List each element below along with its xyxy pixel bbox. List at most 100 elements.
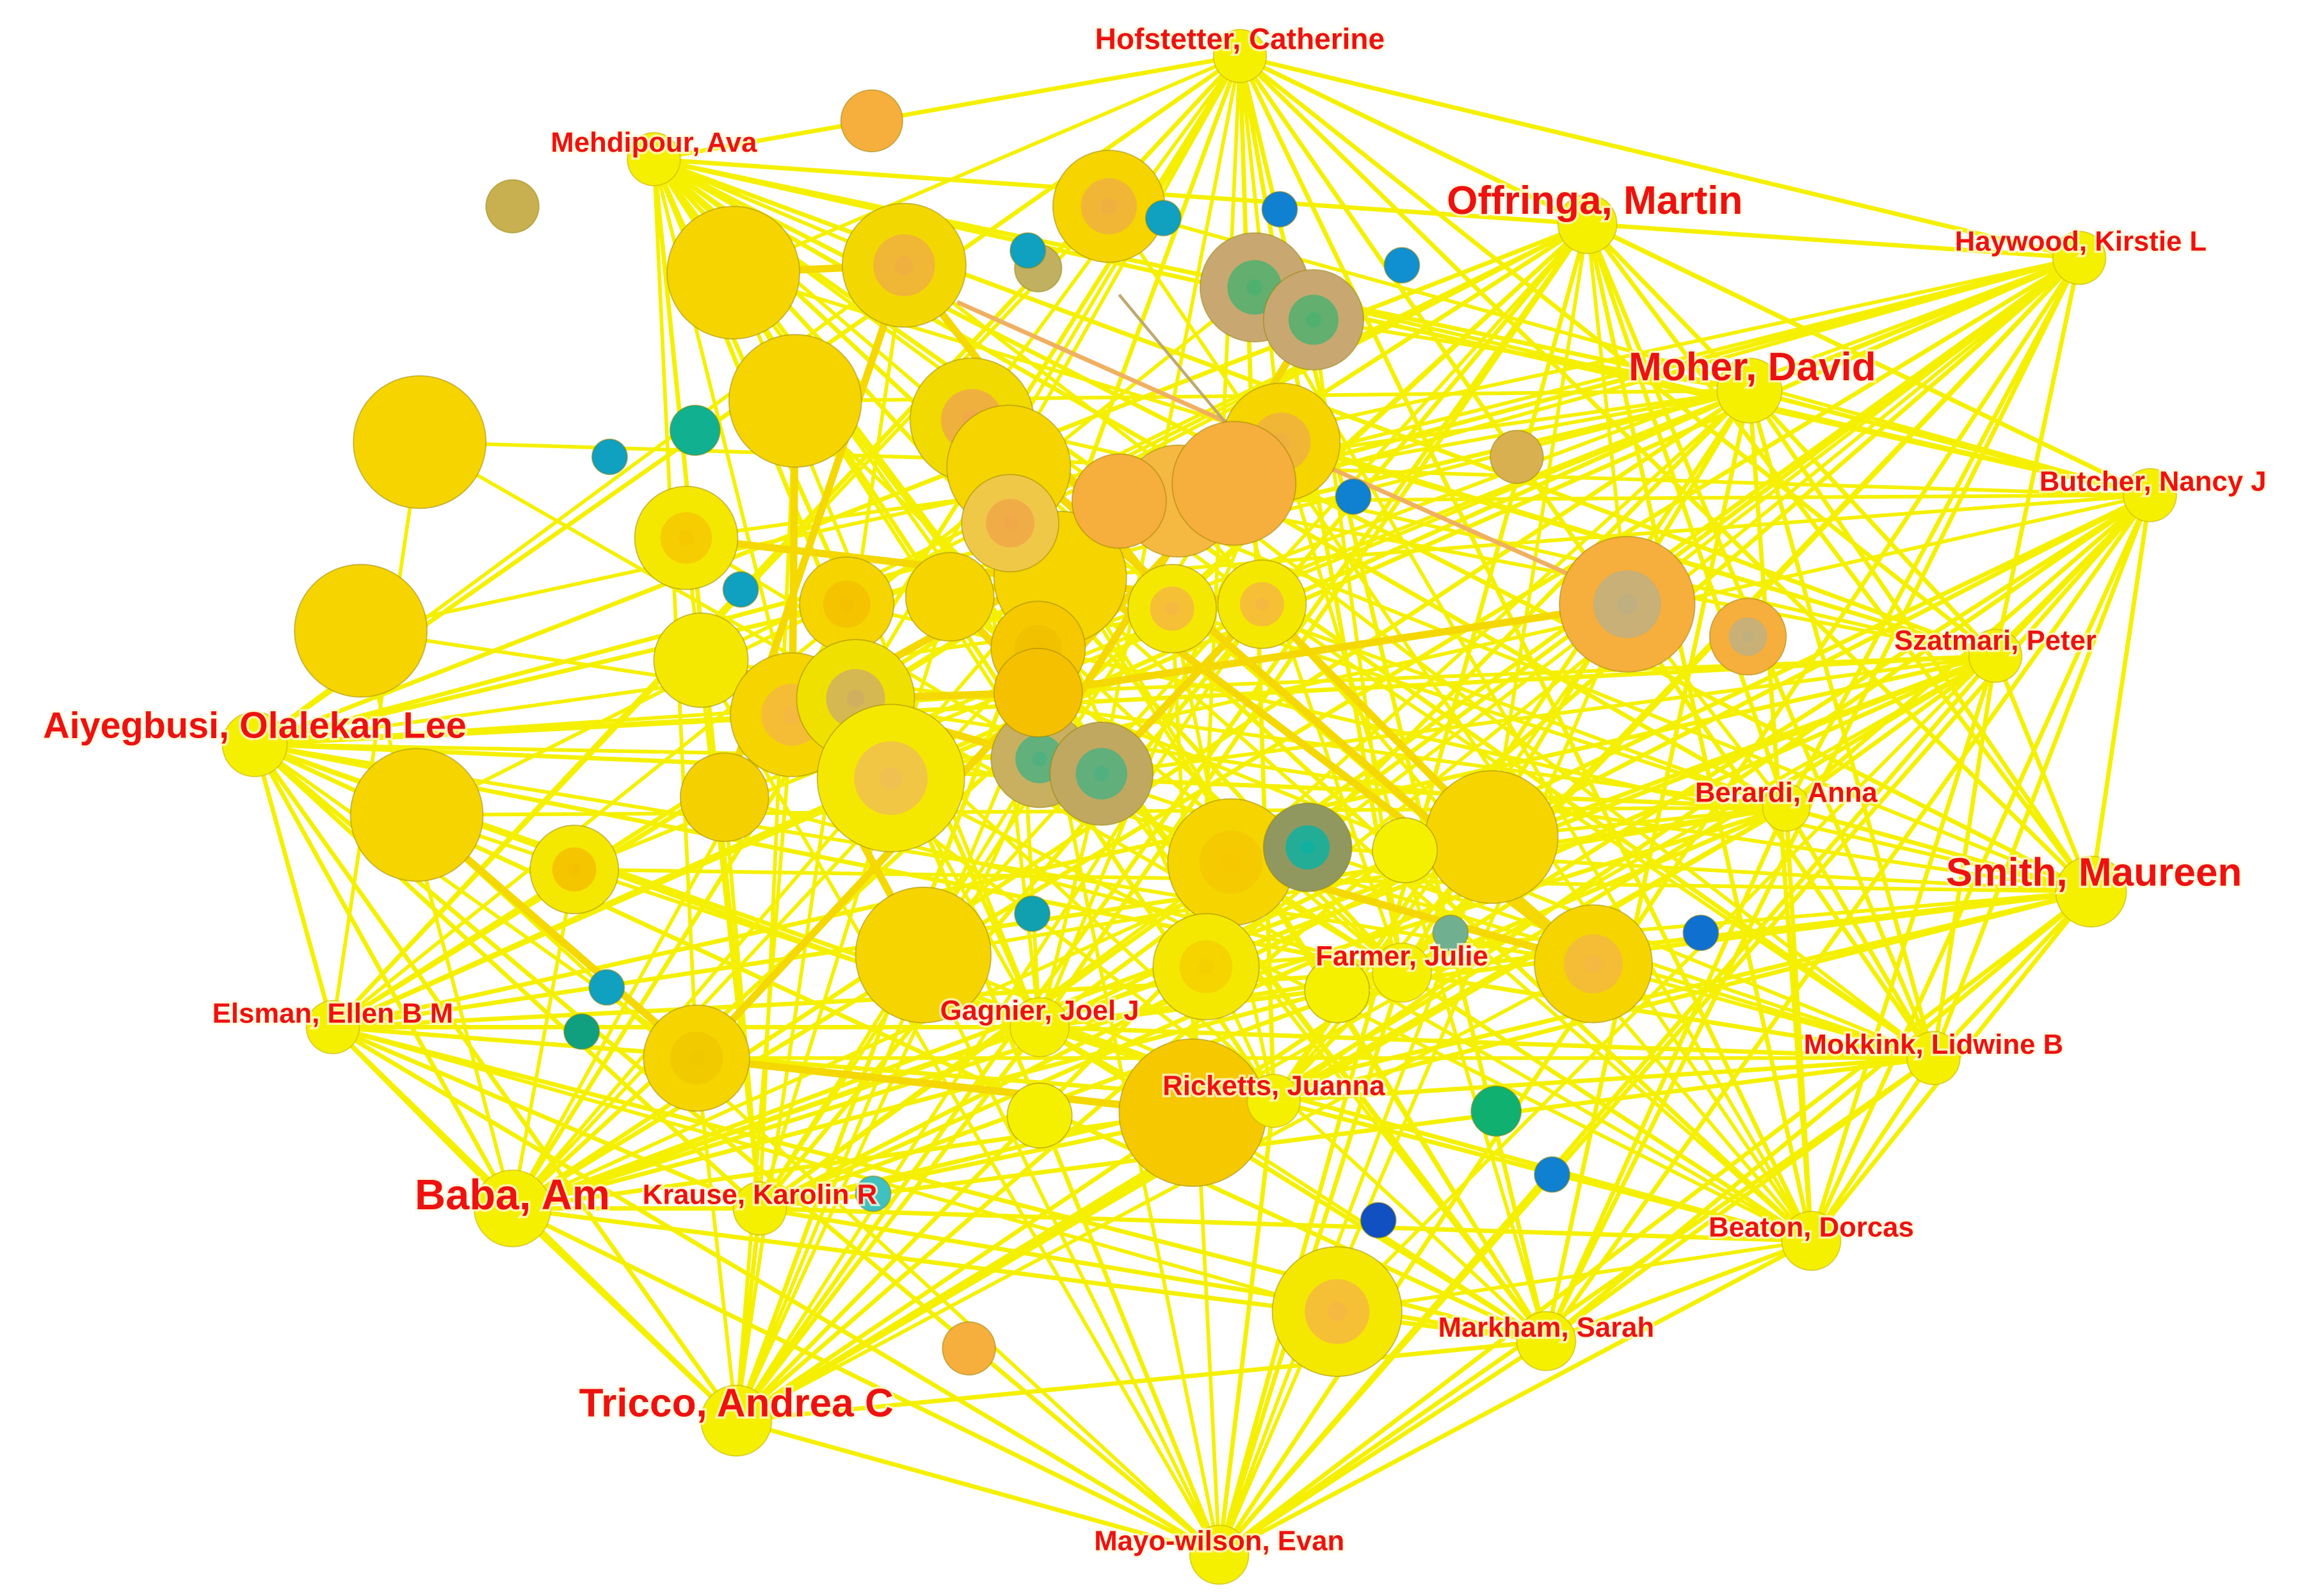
edge xyxy=(1586,222,2152,497)
edge xyxy=(1313,318,1750,392)
edge xyxy=(1039,757,1935,1060)
node xyxy=(669,405,721,456)
node xyxy=(855,886,992,1024)
node-core xyxy=(1255,597,1269,611)
edge xyxy=(1237,54,1814,1242)
edge xyxy=(1337,1239,1812,1314)
edge xyxy=(734,691,1040,1422)
node xyxy=(1383,246,1420,284)
edge xyxy=(1254,286,2151,497)
author-label: Krause, Karolin R xyxy=(643,1179,878,1211)
edge xyxy=(511,845,1308,1211)
author-label: Hofstetter, Catherine xyxy=(1095,22,1385,56)
node xyxy=(855,1175,892,1213)
author-node xyxy=(1781,1211,1842,1271)
edges xyxy=(252,54,2152,1557)
node xyxy=(1534,1156,1571,1193)
edge xyxy=(332,776,892,1029)
labels: Hofstetter, Catherine Mehdipour, Ava Offri… xyxy=(41,20,2269,1559)
author-node xyxy=(1906,1031,1961,1086)
node-core xyxy=(1306,312,1321,328)
edge xyxy=(921,954,1221,1556)
edge xyxy=(360,629,2091,894)
edge xyxy=(1218,1239,1813,1557)
node xyxy=(1014,895,1051,932)
edge xyxy=(415,813,1221,1556)
node-core xyxy=(783,705,802,724)
author-node xyxy=(700,1384,773,1457)
node-core xyxy=(839,597,854,611)
author-label: Mokkink, Lidwine B xyxy=(1804,1029,2064,1060)
edge xyxy=(791,713,1935,1060)
node xyxy=(1261,191,1298,228)
author-node xyxy=(1372,942,1432,1003)
edge xyxy=(253,742,762,1211)
edge xyxy=(1279,441,1549,1342)
author-node xyxy=(1189,1524,1250,1585)
node xyxy=(1118,1038,1267,1187)
node-core xyxy=(1327,1302,1347,1321)
node xyxy=(679,752,769,842)
author-label: Smith, Maureen xyxy=(1946,851,2242,895)
edge xyxy=(1545,1239,1812,1343)
edge xyxy=(1218,1339,1548,1557)
edge xyxy=(734,222,1589,1423)
author-label: Tricco, Andrea C xyxy=(579,1381,894,1425)
author-label: Ricketts, Juanna xyxy=(1163,1070,1385,1101)
edge xyxy=(735,962,1595,1423)
node xyxy=(1372,817,1438,883)
author-node xyxy=(2052,230,2107,286)
node xyxy=(1424,770,1559,905)
edge xyxy=(699,659,1221,1556)
edge xyxy=(1993,655,2093,892)
edge xyxy=(1273,1056,1934,1103)
edge xyxy=(511,805,1787,1211)
node-core xyxy=(1100,198,1118,215)
author-label: Farmer, Julie xyxy=(1315,940,1488,972)
edge xyxy=(722,797,762,1209)
edge xyxy=(332,1025,761,1211)
nodes xyxy=(221,29,2177,1585)
node-core xyxy=(678,530,695,546)
node xyxy=(1682,914,1719,951)
author-node xyxy=(1557,193,1618,254)
edge xyxy=(1931,494,2152,1060)
node xyxy=(353,375,487,510)
node-core xyxy=(688,1050,705,1067)
edge xyxy=(736,1339,1547,1423)
author-label: Szatmari, Peter xyxy=(1894,625,2096,656)
node-core xyxy=(567,862,581,876)
edge xyxy=(1218,1056,1935,1557)
node xyxy=(294,563,428,698)
edge xyxy=(1931,890,2093,1060)
edge xyxy=(1748,389,1997,657)
author-node xyxy=(1212,29,1267,83)
edge xyxy=(1785,805,2092,894)
node-core xyxy=(1198,958,1214,975)
node xyxy=(350,748,484,882)
edge xyxy=(331,442,422,1028)
edge xyxy=(759,1056,1934,1211)
edge xyxy=(1306,256,2080,849)
edge xyxy=(1107,205,1813,1242)
author-node xyxy=(473,1169,552,1248)
edge xyxy=(332,1025,1338,1314)
node xyxy=(1432,914,1469,951)
edge xyxy=(695,1058,739,1421)
edge xyxy=(734,603,1264,1422)
author-label: Markham, Sarah xyxy=(1438,1312,1655,1343)
node xyxy=(840,89,904,153)
edge xyxy=(252,743,335,1028)
author-label: Elsman, Ellen B M xyxy=(213,998,453,1029)
node-core xyxy=(1221,852,1241,872)
author-node xyxy=(1246,1074,1301,1128)
edge xyxy=(358,630,515,1209)
edge xyxy=(736,1418,1220,1557)
node-core xyxy=(846,689,865,707)
edge xyxy=(652,159,698,1058)
edge xyxy=(653,54,1241,162)
author-label: Haywood, Kirstie L xyxy=(1955,225,2207,257)
node-core xyxy=(1002,515,1018,531)
edge xyxy=(1544,257,2082,1342)
